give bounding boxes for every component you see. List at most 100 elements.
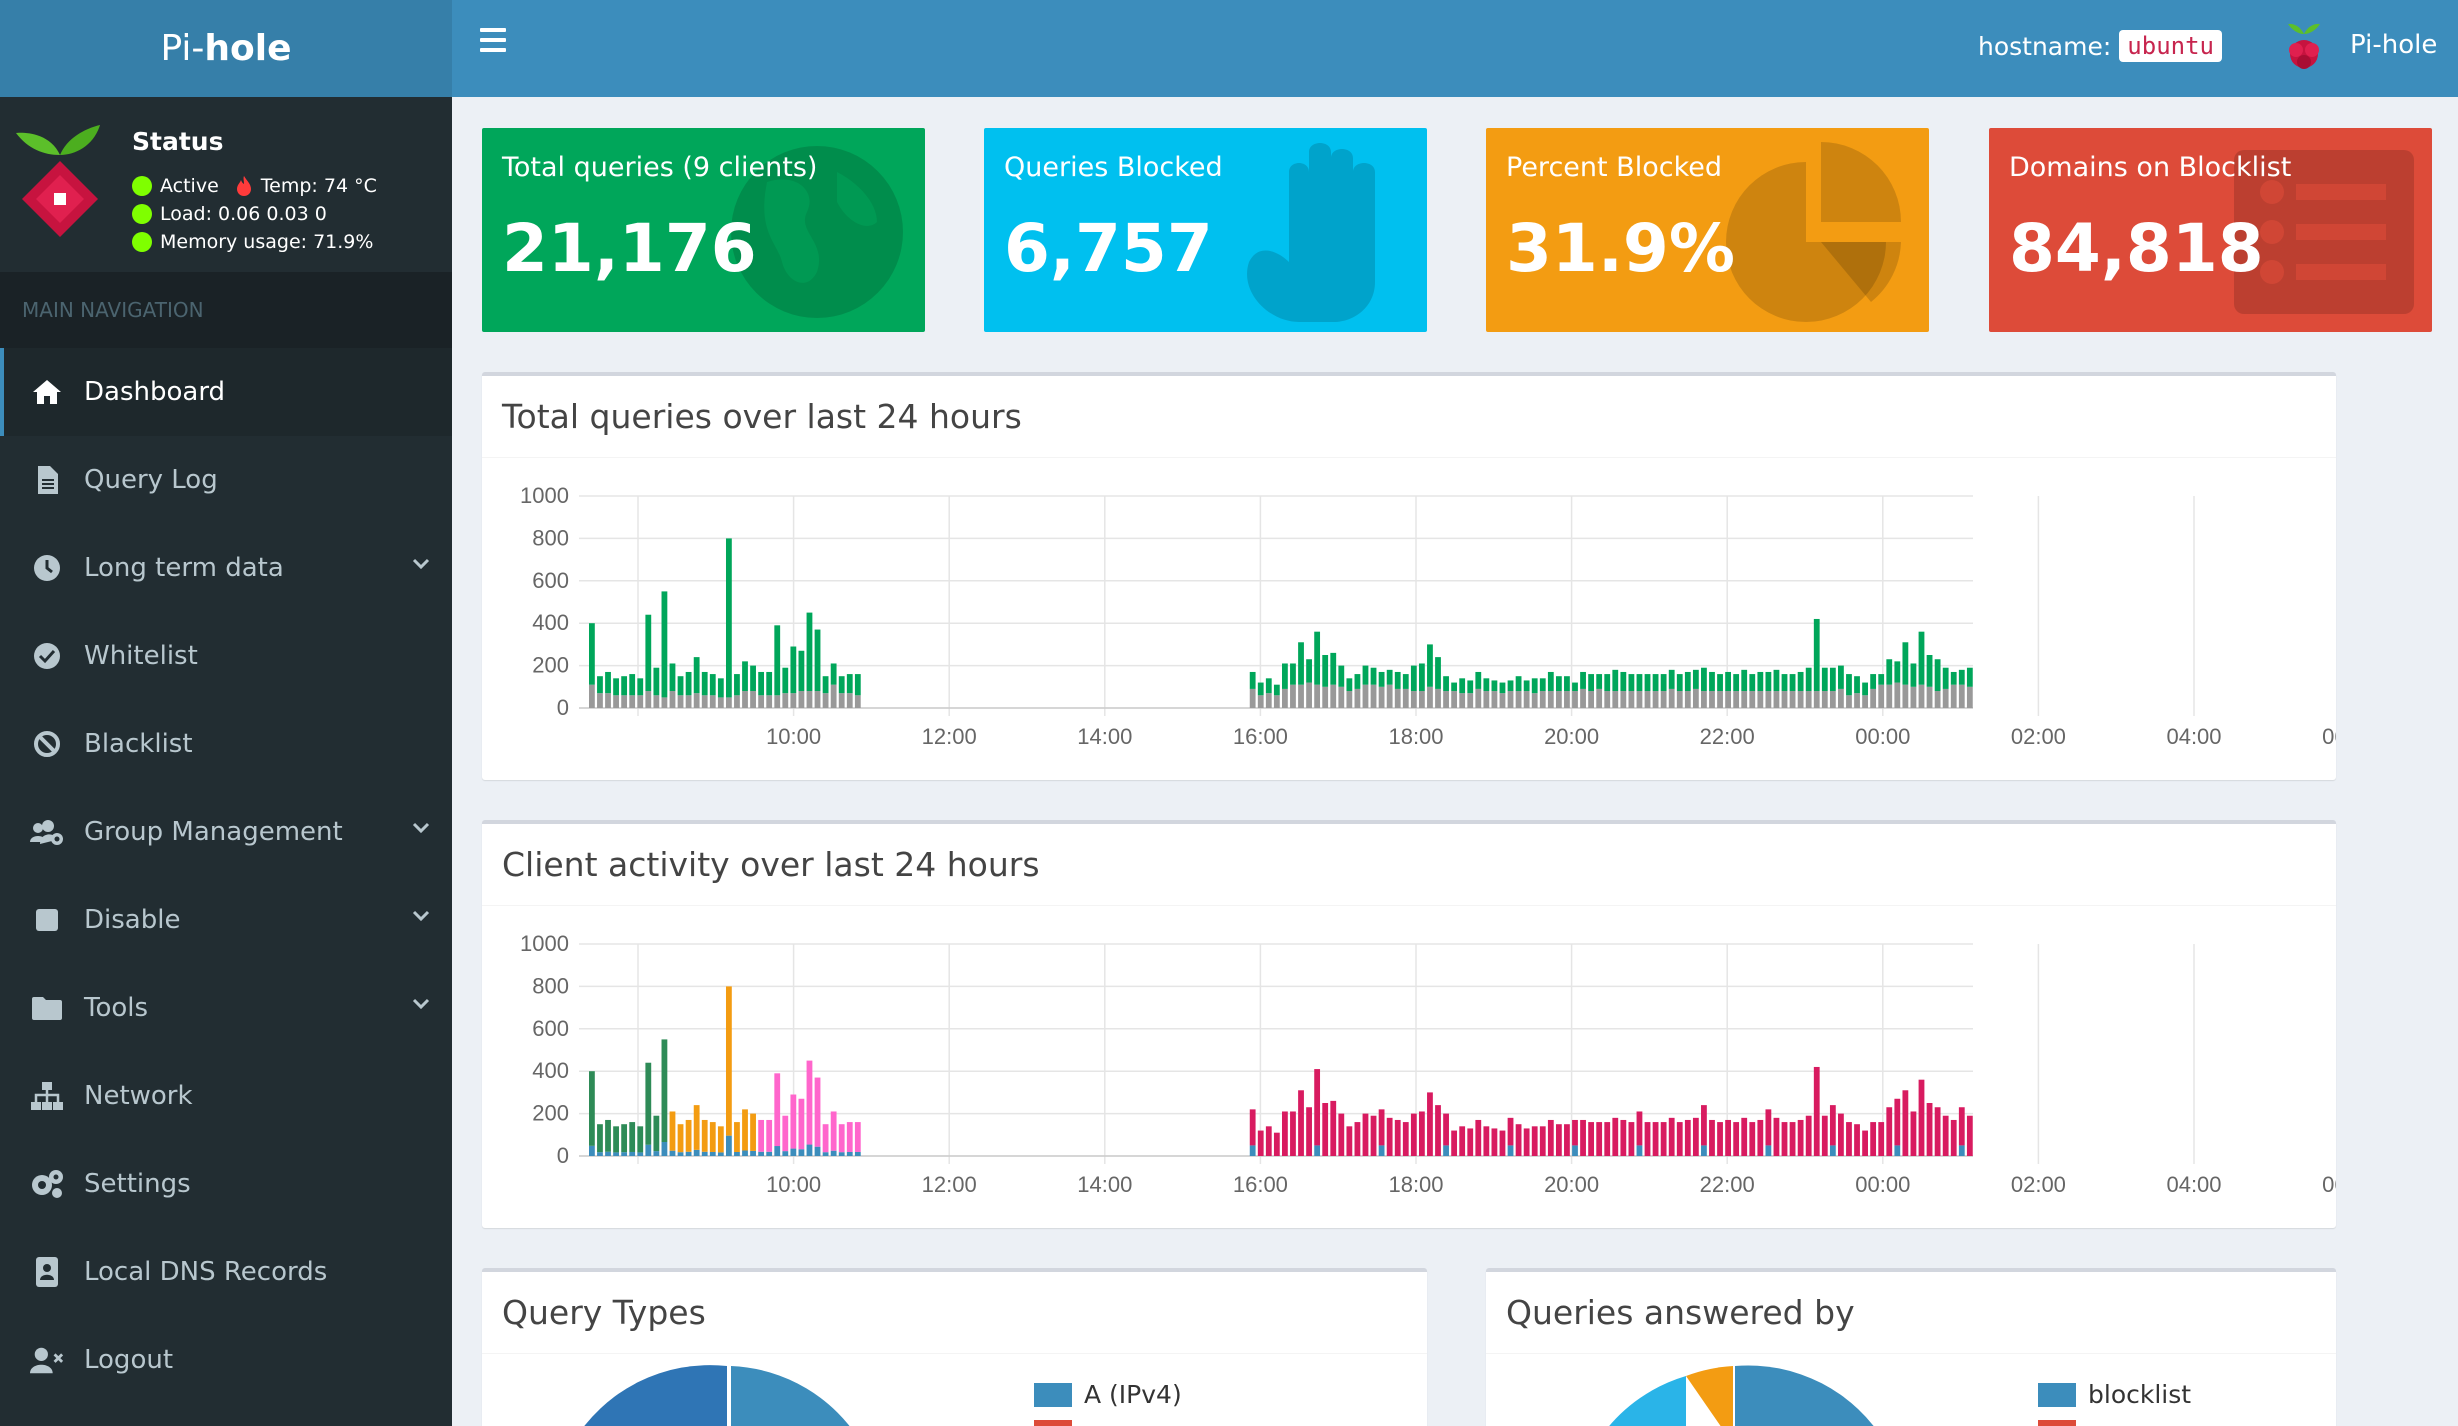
status-active: Active — [160, 175, 219, 197]
x-tick-label: 00:00 — [1855, 1172, 1910, 1197]
bar — [637, 1152, 644, 1156]
bar — [838, 1124, 845, 1153]
queries-over-time-panel: Total queries over last 24 hours 1000 800… — [482, 372, 2336, 780]
bar — [1902, 1090, 1909, 1156]
bar — [693, 1149, 700, 1156]
bar — [653, 1151, 660, 1156]
nav-item-query-log[interactable]: Query Log — [0, 436, 452, 524]
x-tick-label: 04:00 — [2166, 724, 2221, 749]
bar — [822, 1152, 829, 1156]
nav-item-dashboard[interactable]: Dashboard — [0, 348, 452, 436]
bar — [1821, 1115, 1828, 1156]
stat-percent-blocked[interactable]: Percent Blocked 31.9% — [1486, 128, 1929, 332]
bar — [790, 693, 797, 708]
query-types-pie[interactable] — [482, 1354, 1427, 1426]
bar — [1950, 671, 1957, 685]
bar — [621, 676, 628, 696]
legend-item[interactable]: A (IPv4) — [1034, 1380, 1182, 1409]
bar — [742, 691, 748, 708]
bar — [1684, 671, 1691, 692]
nav-item-network[interactable]: Network — [0, 1052, 452, 1140]
chevron-down-icon — [412, 558, 430, 570]
nav-item-group-management[interactable]: Group Management — [0, 788, 452, 876]
status-load: Load: 0.06 0.03 0 — [160, 203, 327, 225]
answered-by-pie[interactable] — [1486, 1354, 2336, 1426]
bar — [1322, 1103, 1329, 1156]
bar — [854, 1151, 861, 1156]
bar — [1265, 1126, 1272, 1156]
bar — [1378, 671, 1385, 687]
legend-item[interactable]: blocklist — [2038, 1380, 2191, 1409]
stat-total-queries[interactable]: Total queries (9 clients) 21,176 — [482, 128, 925, 332]
bar — [750, 691, 756, 708]
bar — [1338, 1113, 1345, 1156]
bar — [629, 674, 636, 696]
bar — [1644, 1122, 1651, 1156]
bar — [1596, 688, 1603, 708]
bar — [1628, 1122, 1635, 1156]
bar — [1862, 1130, 1868, 1156]
hand-icon — [1247, 143, 1375, 322]
bar — [1725, 691, 1731, 708]
bar — [734, 1122, 740, 1152]
client-activity-chart[interactable]: 1000 800 600 400 200 0 10:00 12:00 14:00 16:00 18:… — [482, 824, 2336, 1232]
bar — [1950, 684, 1957, 708]
bar — [677, 695, 684, 708]
status-title: Status — [132, 127, 224, 156]
bar — [1862, 695, 1868, 708]
bar — [1805, 667, 1812, 692]
nav-item-blacklist[interactable]: Blacklist — [0, 700, 452, 788]
bar — [1733, 1122, 1740, 1156]
bar — [1564, 676, 1570, 692]
nav-item-local-dns-records[interactable]: Local DNS Records — [0, 1228, 452, 1316]
stat-domains-on-blocklist[interactable]: Domains on Blocklist 84,818 — [1989, 128, 2432, 332]
bar — [1588, 1122, 1595, 1156]
bar — [1757, 1119, 1764, 1156]
status-memory-row: Memory usage: 71.9% — [132, 231, 373, 253]
bar — [830, 663, 837, 685]
bar — [1402, 674, 1409, 689]
bar — [1354, 1122, 1361, 1156]
nav-item-tools[interactable]: Tools — [0, 964, 452, 1052]
queries-over-time-chart[interactable]: 1000 800 600 400 200 0 10:00 12:00 14:00 16:00 18:… — [482, 376, 2336, 784]
bar — [653, 1115, 660, 1152]
nav-item-disable[interactable]: Disable — [0, 876, 452, 964]
bar — [742, 1109, 748, 1151]
panel-title: Queries answered by — [1486, 1272, 2336, 1354]
bar — [1805, 691, 1812, 708]
bar — [669, 1111, 676, 1151]
bar — [1491, 691, 1498, 708]
bar — [1934, 691, 1941, 708]
bar — [1418, 663, 1425, 692]
bar — [1402, 688, 1409, 708]
bar — [782, 667, 789, 694]
sidebar-toggle-button[interactable] — [480, 28, 506, 52]
bar — [1596, 674, 1603, 689]
bar — [1894, 1098, 1901, 1146]
nav-item-long-term-data[interactable]: Long term data — [0, 524, 452, 612]
bar — [1668, 1117, 1675, 1156]
stat-queries-blocked[interactable]: Queries Blocked 6,757 — [984, 128, 1427, 332]
bar — [1306, 659, 1312, 683]
user-menu[interactable]: Pi-hole — [2282, 20, 2437, 70]
nav-item-logout[interactable]: Logout — [0, 1316, 452, 1404]
nav-item-whitelist[interactable]: Whitelist — [0, 612, 452, 700]
app-logo[interactable]: Pi-hole — [0, 0, 452, 97]
bar — [701, 1151, 708, 1156]
bar — [693, 1105, 700, 1150]
bar — [1725, 671, 1731, 692]
bar — [1870, 688, 1877, 708]
bar — [1741, 669, 1748, 692]
bar — [1813, 618, 1820, 692]
bar — [589, 1071, 595, 1146]
bar — [1467, 693, 1474, 708]
nav-label: Local DNS Records — [84, 1257, 328, 1287]
bar — [1854, 693, 1860, 708]
bar — [1435, 657, 1441, 689]
pie-chart-icon — [1726, 142, 1901, 322]
nav-item-settings[interactable]: Settings — [0, 1140, 452, 1228]
bar — [1257, 682, 1264, 696]
cogs-icon — [30, 1169, 64, 1199]
bar — [1765, 1109, 1772, 1146]
bar — [814, 629, 821, 692]
